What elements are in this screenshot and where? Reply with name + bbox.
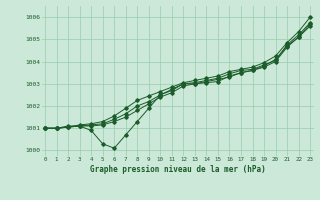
- X-axis label: Graphe pression niveau de la mer (hPa): Graphe pression niveau de la mer (hPa): [90, 165, 266, 174]
